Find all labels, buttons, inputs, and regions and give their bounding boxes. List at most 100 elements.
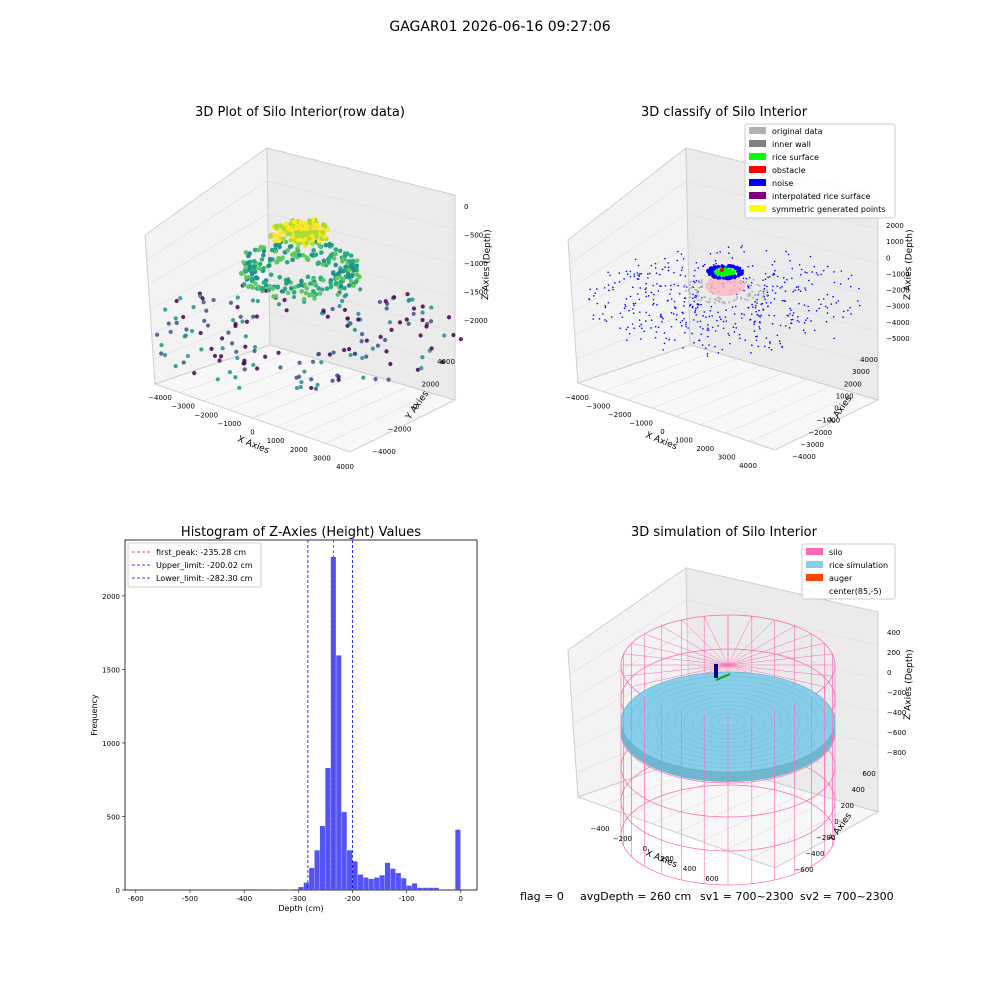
noise-point (637, 264, 640, 267)
noise-point (661, 320, 663, 323)
noise-point (667, 262, 669, 264)
raw-point (359, 339, 364, 344)
noise-point (752, 306, 754, 308)
noise-point (790, 318, 793, 321)
raw-point (420, 310, 425, 315)
original-point (698, 286, 701, 289)
original-point (747, 295, 750, 298)
raw-point (185, 353, 191, 359)
raw-point (277, 244, 282, 250)
classify-y-tick: 3000 (852, 368, 870, 376)
raw-point (282, 286, 288, 292)
noise-point (772, 285, 774, 288)
raw-point (420, 317, 425, 323)
raw-point (263, 354, 268, 359)
classify-y-tick: 0 (834, 405, 838, 413)
raw-point (219, 336, 225, 341)
histogram-bar (384, 862, 391, 890)
noise-point (695, 314, 698, 316)
raw-point (293, 229, 299, 235)
noise-point (794, 289, 796, 292)
noise-point (705, 316, 707, 318)
histogram-axes (124, 539, 478, 891)
noise-point (724, 277, 727, 280)
raw-point (204, 308, 209, 313)
noise-point (728, 334, 730, 337)
noise-point (673, 339, 676, 341)
raw-point (191, 305, 196, 310)
raw-point (326, 259, 332, 264)
original-point (757, 291, 760, 294)
noise-point (715, 262, 717, 265)
raw-point (348, 352, 353, 358)
original-point (733, 299, 736, 302)
raw-point (354, 258, 360, 264)
noise-point (734, 305, 737, 308)
raw-point (429, 305, 434, 310)
histogram-bar (298, 887, 304, 890)
original-point (748, 287, 751, 290)
noise-point (768, 346, 770, 349)
raw-point (324, 286, 330, 292)
noise-point (804, 319, 807, 321)
noise-point (696, 306, 699, 309)
simulation-x-tick: −400 (590, 825, 609, 833)
noise-point (633, 304, 635, 307)
noise-point (720, 318, 722, 321)
simulation-z-ticks: 400 200 0 −200 −400 −600 −800 (887, 629, 906, 757)
raw-point (297, 224, 303, 230)
panel-raw-3d: 3D Plot of Silo Interior(row data) −4000… (144, 105, 493, 471)
noise-point (824, 305, 827, 308)
noise-point (664, 257, 666, 260)
raw-point (364, 338, 369, 343)
histogram-bar (379, 875, 385, 890)
raw-point (255, 366, 260, 371)
classify-z-tick: −5000 (886, 335, 910, 343)
raw-point (384, 306, 389, 311)
classify-scatter-points (588, 245, 861, 357)
raw-point (347, 321, 352, 326)
original-point (766, 293, 769, 296)
original-point (740, 297, 743, 300)
noise-point (669, 293, 671, 295)
noise-point (783, 299, 785, 302)
histogram-legend (127, 542, 262, 588)
noise-point (820, 303, 822, 306)
classify-y-ticks: −4000 −3000 −2000 −1000 0 1000 2000 3000 4000 (792, 356, 878, 461)
noise-point (753, 330, 756, 333)
simulation-x-tick: 0 (643, 845, 647, 853)
noise-point (623, 307, 626, 310)
raw-point (313, 252, 319, 258)
noise-point (832, 295, 834, 298)
raw-point (388, 361, 393, 367)
histogram-y-tick: 1500 (102, 666, 120, 674)
rice-surface-point (724, 272, 727, 276)
silo-roof-line (644, 633, 729, 666)
panel-classify-title: 3D classify of Silo Interior (641, 105, 808, 120)
raw-point (338, 279, 344, 284)
raw-point (370, 346, 375, 351)
noise-point (629, 295, 632, 298)
noise-point (623, 278, 625, 280)
noise-point (694, 296, 696, 299)
raw-point (424, 324, 429, 329)
histogram-x-label: Depth (cm) (278, 904, 323, 913)
raw-x-tick: 0 (250, 429, 254, 437)
raw-point (360, 355, 365, 361)
histogram-bar (433, 887, 439, 890)
rice-surface-point (725, 267, 729, 271)
noise-point (644, 288, 647, 291)
noise-point (825, 320, 828, 323)
histogram-legend-label: first_peak: -235.28 cm (156, 548, 246, 557)
original-point (697, 281, 700, 284)
noise-point (741, 245, 744, 247)
raw-point (311, 248, 316, 253)
noise-point (750, 352, 752, 354)
noise-point (797, 288, 800, 291)
raw-point (304, 285, 310, 291)
silo-wireframe-front (620, 665, 833, 885)
noise-point (719, 251, 722, 253)
noise-point (767, 276, 769, 279)
noise-point (677, 284, 680, 287)
silo-roof-line (727, 619, 775, 666)
